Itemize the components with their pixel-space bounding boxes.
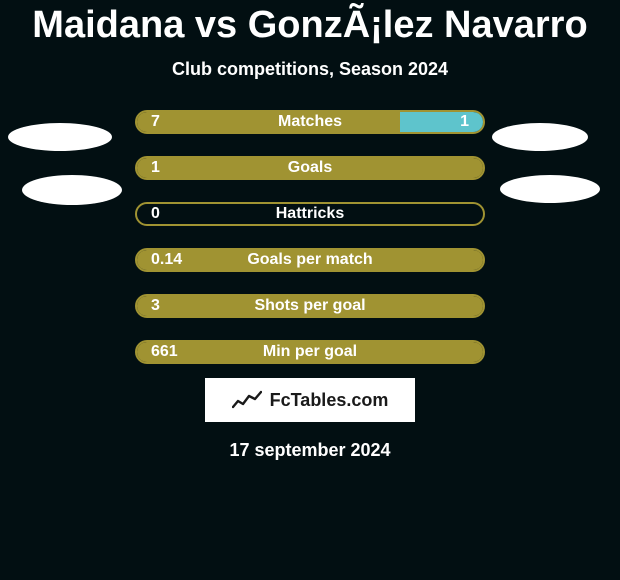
badge-text: FcTables.com [270, 390, 389, 411]
bar-label: Hattricks [137, 204, 483, 224]
bar-left [137, 158, 483, 178]
container: Maidana vs GonzÃ¡lez Navarro Club compet… [0, 0, 620, 580]
stat-row: Shots per goal3 [0, 294, 620, 318]
stat-row: Goals per match0.14 [0, 248, 620, 272]
bar-left [137, 296, 483, 316]
page-title: Maidana vs GonzÃ¡lez Navarro [32, 4, 587, 47]
bar-left [137, 112, 400, 132]
bar-track: Hattricks0 [135, 202, 485, 226]
decorative-ellipse [22, 175, 122, 205]
bar-left [137, 342, 483, 362]
decorative-ellipse [492, 123, 588, 151]
fctables-icon [232, 390, 262, 410]
decorative-ellipse [8, 123, 112, 151]
fctables-badge: FcTables.com [205, 378, 415, 422]
stat-row: Min per goal661 [0, 340, 620, 364]
bar-track: Goals1 [135, 156, 485, 180]
bar-right [400, 112, 483, 132]
value-left: 0 [151, 204, 160, 224]
bar-track: Goals per match0.14 [135, 248, 485, 272]
subtitle: Club competitions, Season 2024 [172, 59, 448, 80]
date-text: 17 september 2024 [229, 440, 390, 461]
bar-track: Min per goal661 [135, 340, 485, 364]
bar-track: Shots per goal3 [135, 294, 485, 318]
decorative-ellipse [500, 175, 600, 203]
stat-row: Hattricks0 [0, 202, 620, 226]
bar-left [137, 250, 483, 270]
bar-track: Matches71 [135, 110, 485, 134]
